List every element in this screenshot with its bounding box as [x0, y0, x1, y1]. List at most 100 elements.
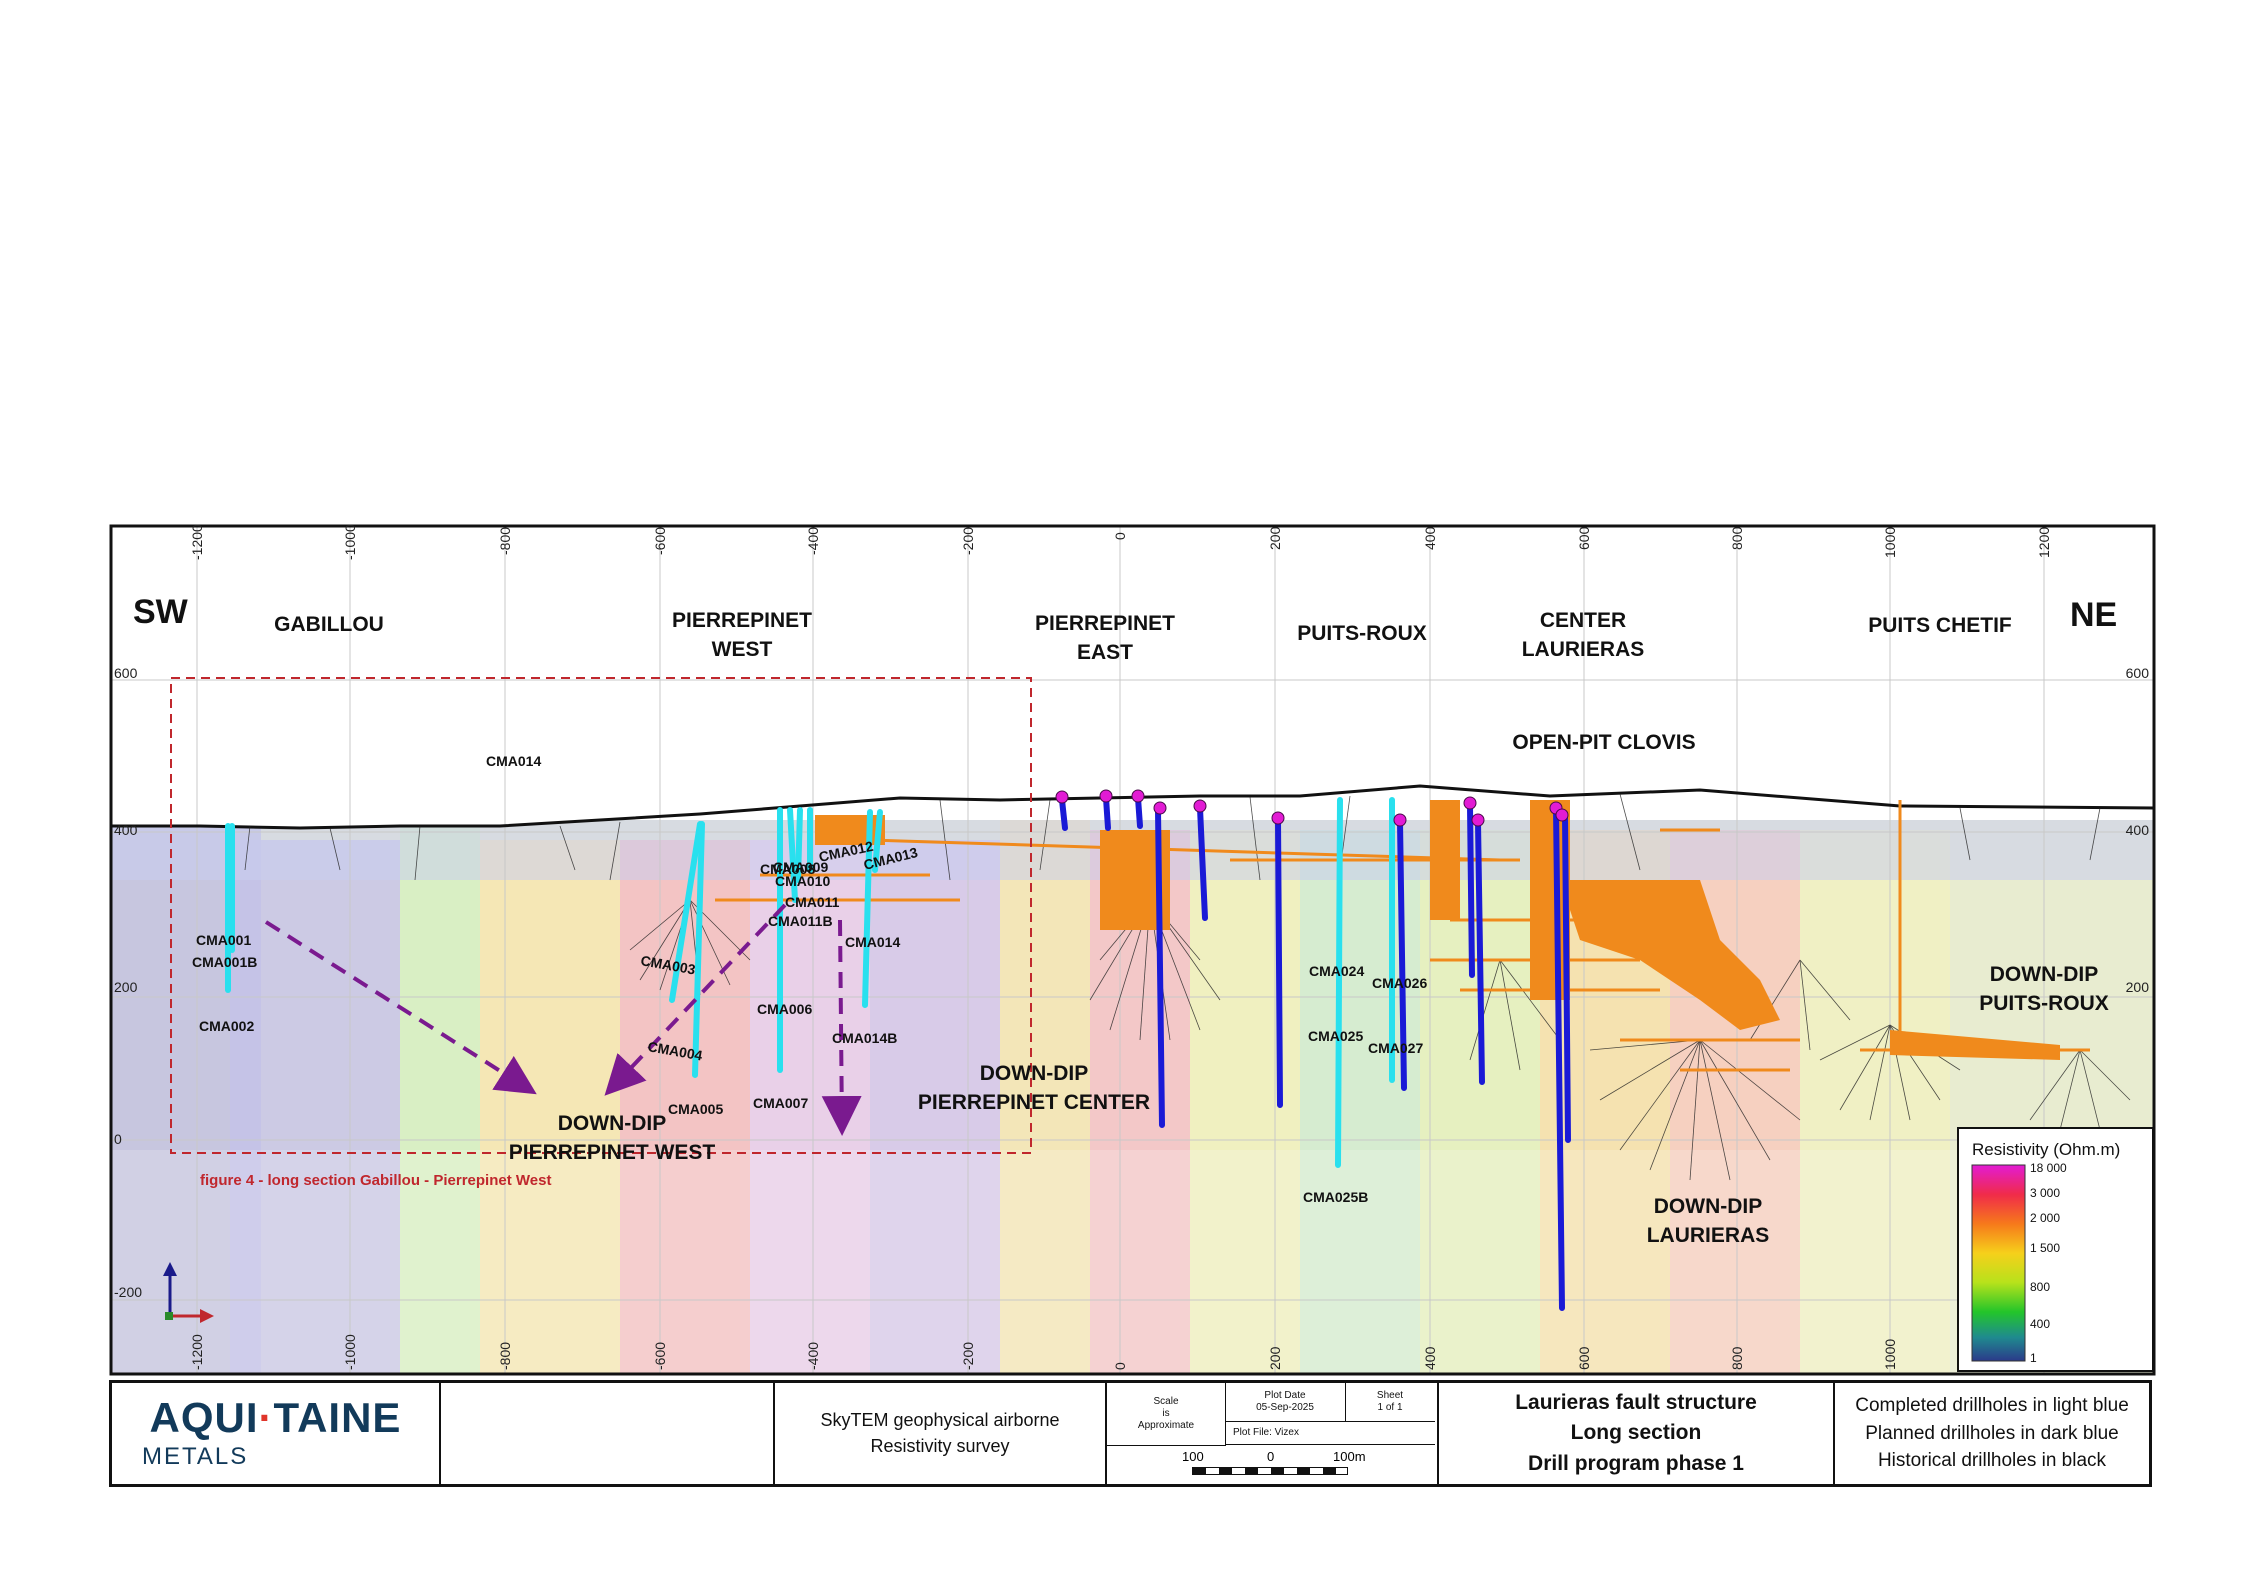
target-pp-west-2: PIERREPINET WEST: [509, 1141, 716, 1164]
logo-cell: AQUI·TAINE METALS: [112, 1383, 441, 1484]
hole-label: CMA002: [199, 1018, 254, 1034]
hole-label: CMA014: [845, 934, 900, 950]
legend-line: Historical drillholes in black: [1877, 1450, 2107, 1472]
drawing-title: Long section: [1570, 1421, 1702, 1445]
legend-line: Completed drillholes in light blue: [1855, 1395, 2129, 1417]
tick-bottom: 400: [1422, 1346, 1438, 1370]
elev-left: 600: [114, 665, 138, 681]
long-section-map: -1200 -1000 -800 -600 -400 -200 0 200 40…: [109, 524, 2156, 1376]
blank-cell: [441, 1383, 775, 1484]
company-logo-sub: METALS: [142, 1442, 249, 1470]
target-pp-center: DOWN-DIP: [980, 1062, 1089, 1085]
tick-bottom: -200: [960, 1342, 976, 1370]
elev-right: 600: [2126, 665, 2150, 681]
hole-label: CMA010: [775, 873, 830, 889]
tick-bottom: -600: [652, 1342, 668, 1370]
elev-right: 400: [2126, 822, 2150, 838]
hole-label: CMA026: [1372, 975, 1427, 991]
tick-top: -1000: [342, 524, 358, 560]
hole-label: CMA007: [753, 1095, 808, 1111]
sky-area: [111, 526, 2154, 828]
zone-center-laurieras-2: LAURIERAS: [1522, 638, 1645, 661]
drawing-title-cell: Laurieras fault structure Long section D…: [1439, 1383, 1835, 1484]
legend-tick: 3 000: [2030, 1186, 2060, 1200]
zone-puits-chetif: PUITS CHETIF: [1868, 614, 2012, 637]
target-arrows: [264, 903, 862, 1136]
tick-bottom: -400: [805, 1342, 821, 1370]
planned-collars: [1055, 789, 1569, 827]
tick-top: -800: [497, 527, 513, 555]
target-laurieras-2: LAURIERAS: [1647, 1224, 1770, 1247]
tick-bottom: 800: [1729, 1346, 1745, 1370]
hole-label: CMA014B: [832, 1030, 897, 1046]
target-pp-center-2: PIERREPINET CENTER: [918, 1091, 1150, 1114]
tick-top: 0: [1112, 532, 1128, 540]
elev-left: 400: [114, 822, 138, 838]
tick-top: -600: [652, 527, 668, 555]
direction-sw: SW: [133, 593, 189, 631]
target-laurieras: DOWN-DIP: [1654, 1195, 1763, 1218]
tick-top: 800: [1729, 526, 1745, 550]
tick-top: -400: [805, 527, 821, 555]
historical-drillholes: [244, 793, 2131, 1181]
hole-label: CMA027: [1368, 1040, 1423, 1056]
tick-top: 400: [1422, 526, 1438, 550]
orientation-glyph: [163, 1262, 214, 1323]
tick-bottom: -800: [497, 1342, 513, 1370]
terrain-line: [111, 784, 2155, 830]
survey-cell: SkyTEM geophysical airborne Resistivity …: [775, 1383, 1107, 1484]
hole-label: CMA006: [757, 1001, 812, 1017]
plot-info-cell: Scale is Approximate Plot Date 05-Sep-20…: [1107, 1383, 1439, 1484]
plot-file-box: Plot File: Vizex: [1225, 1421, 1435, 1445]
tick-top: 1000: [1882, 527, 1898, 558]
legend-tick: 18 000: [2030, 1161, 2067, 1175]
zone-open-pit: OPEN-PIT CLOVIS: [1512, 731, 1695, 754]
underground-workings: [715, 800, 2090, 1072]
zone-pierrepinet-west-2: WEST: [712, 638, 773, 661]
tick-top: 200: [1267, 526, 1283, 550]
survey-line: SkyTEM geophysical airborne: [820, 1410, 1060, 1431]
section-frame: [109, 524, 2156, 1376]
tick-bottom: 0: [1112, 1362, 1128, 1370]
tick-top: -200: [960, 527, 976, 555]
planned-drillholes: [1059, 795, 1571, 1311]
hole-label: CMA001B: [192, 954, 257, 970]
legend-title: Resistivity (Ohm.m): [1972, 1140, 2120, 1159]
target-puits-roux: DOWN-DIP: [1990, 963, 2099, 986]
legend-tick: 400: [2030, 1317, 2050, 1331]
zone-puits-roux: PUITS-ROUX: [1297, 622, 1427, 645]
tick-top: -1200: [189, 524, 205, 560]
top-easting-ticks: -1200 -1000 -800 -600 -400 -200 0 200 40…: [189, 524, 2052, 560]
drawing-title: Laurieras fault structure: [1515, 1390, 1757, 1414]
zone-pierrepinet-west: PIERREPINET: [672, 609, 812, 632]
scale-note-box: Scale is Approximate: [1107, 1383, 1226, 1446]
elev-left: -200: [114, 1284, 142, 1300]
zone-labels: GABILLOU PIERREPINET WEST PIERREPINET EA…: [274, 609, 2012, 754]
target-pp-west: DOWN-DIP: [558, 1112, 667, 1135]
zone-center-laurieras: CENTER: [1540, 609, 1626, 632]
survey-line: Resistivity survey: [870, 1435, 1010, 1456]
target-puits-roux-2: PUITS-ROUX: [1979, 992, 2109, 1015]
elevation-ticks-right: 600 400 200: [2126, 665, 2150, 995]
hole-label: CMA008: [760, 861, 815, 877]
drillhole-labels: CMA014 CMA001 CMA001B CMA002 CMA003 CMA0…: [192, 753, 1427, 1205]
elevation-ticks-left: 600 400 200 0 -200: [114, 665, 142, 1300]
title-block: AQUI·TAINE METALS SkyTEM geophysical air…: [109, 1380, 2152, 1487]
drawing-title: Drill program phase 1: [1528, 1451, 1744, 1475]
hole-label: CMA024: [1309, 963, 1364, 979]
direction-ne: NE: [2070, 596, 2117, 634]
hole-label: CMA001: [196, 932, 251, 948]
resistivity-legend: Resistivity (Ohm.m) 18 000 3 000 2 000 1…: [1957, 1127, 2154, 1372]
legend-colorbar: [1971, 1164, 2026, 1362]
tick-bottom: 1000: [1882, 1339, 1898, 1370]
figure-note: figure 4 - long section Gabillou - Pierr…: [200, 1172, 551, 1189]
zone-pierrepinet-east-2: EAST: [1077, 641, 1133, 664]
hole-label: CMA005: [668, 1101, 723, 1117]
legend-tick: 1 500: [2030, 1241, 2060, 1255]
hole-label: CMA025B: [1303, 1189, 1368, 1205]
tick-bottom: -1000: [342, 1334, 358, 1370]
hole-label: CMA011: [785, 894, 840, 910]
drillhole-legend-cell: Completed drillholes in light blue Plann…: [1835, 1383, 2149, 1484]
elev-right: 200: [2126, 979, 2150, 995]
bottom-easting-ticks: -1200 -1000 -800 -600 -400 -200 0 200 40…: [189, 1334, 1898, 1370]
